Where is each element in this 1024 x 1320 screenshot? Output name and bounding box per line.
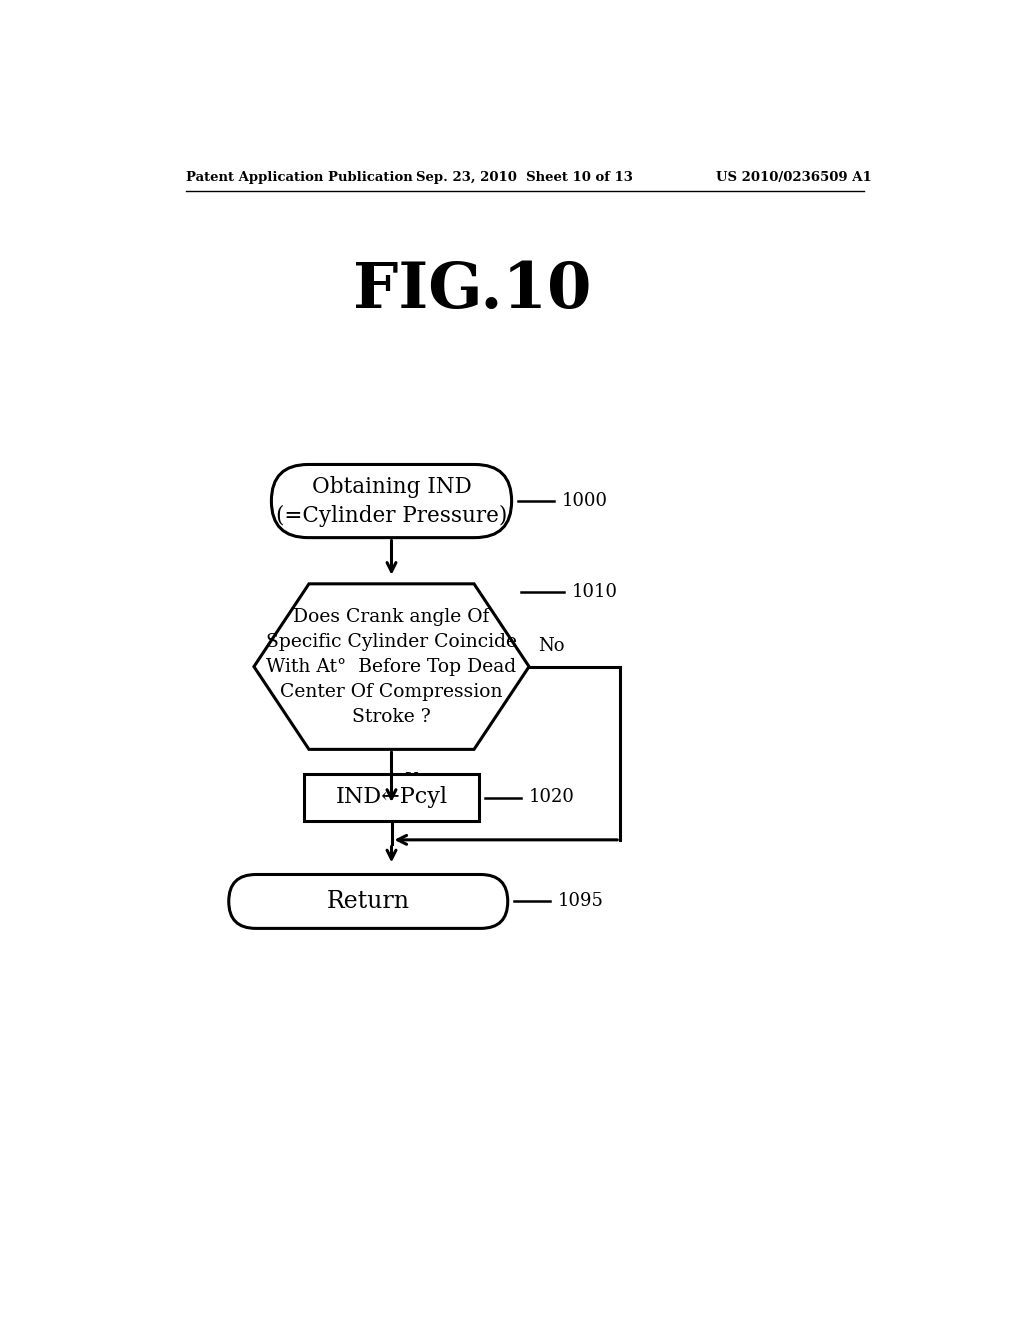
Text: 1095: 1095: [558, 892, 604, 911]
Text: 1000: 1000: [562, 492, 608, 510]
Text: Does Crank angle Of
Specific Cylinder Coincide
With At°  Before Top Dead
Center : Does Crank angle Of Specific Cylinder Co…: [266, 607, 517, 726]
Text: Patent Application Publication: Patent Application Publication: [186, 172, 413, 185]
Text: US 2010/0236509 A1: US 2010/0236509 A1: [716, 172, 872, 185]
Text: Sep. 23, 2010  Sheet 10 of 13: Sep. 23, 2010 Sheet 10 of 13: [417, 172, 633, 185]
Bar: [304, 775, 478, 821]
FancyBboxPatch shape: [271, 465, 512, 537]
FancyBboxPatch shape: [228, 875, 508, 928]
Polygon shape: [254, 583, 529, 750]
Text: Obtaining IND
(=Cylinder Pressure): Obtaining IND (=Cylinder Pressure): [275, 475, 507, 527]
Text: 1020: 1020: [529, 788, 574, 807]
Text: FIG.10: FIG.10: [352, 260, 591, 321]
Text: Yes: Yes: [406, 772, 435, 791]
Text: IND←Pcyl: IND←Pcyl: [336, 787, 447, 808]
Text: Return: Return: [327, 890, 410, 913]
Text: No: No: [539, 638, 565, 655]
Text: 1010: 1010: [571, 582, 617, 601]
